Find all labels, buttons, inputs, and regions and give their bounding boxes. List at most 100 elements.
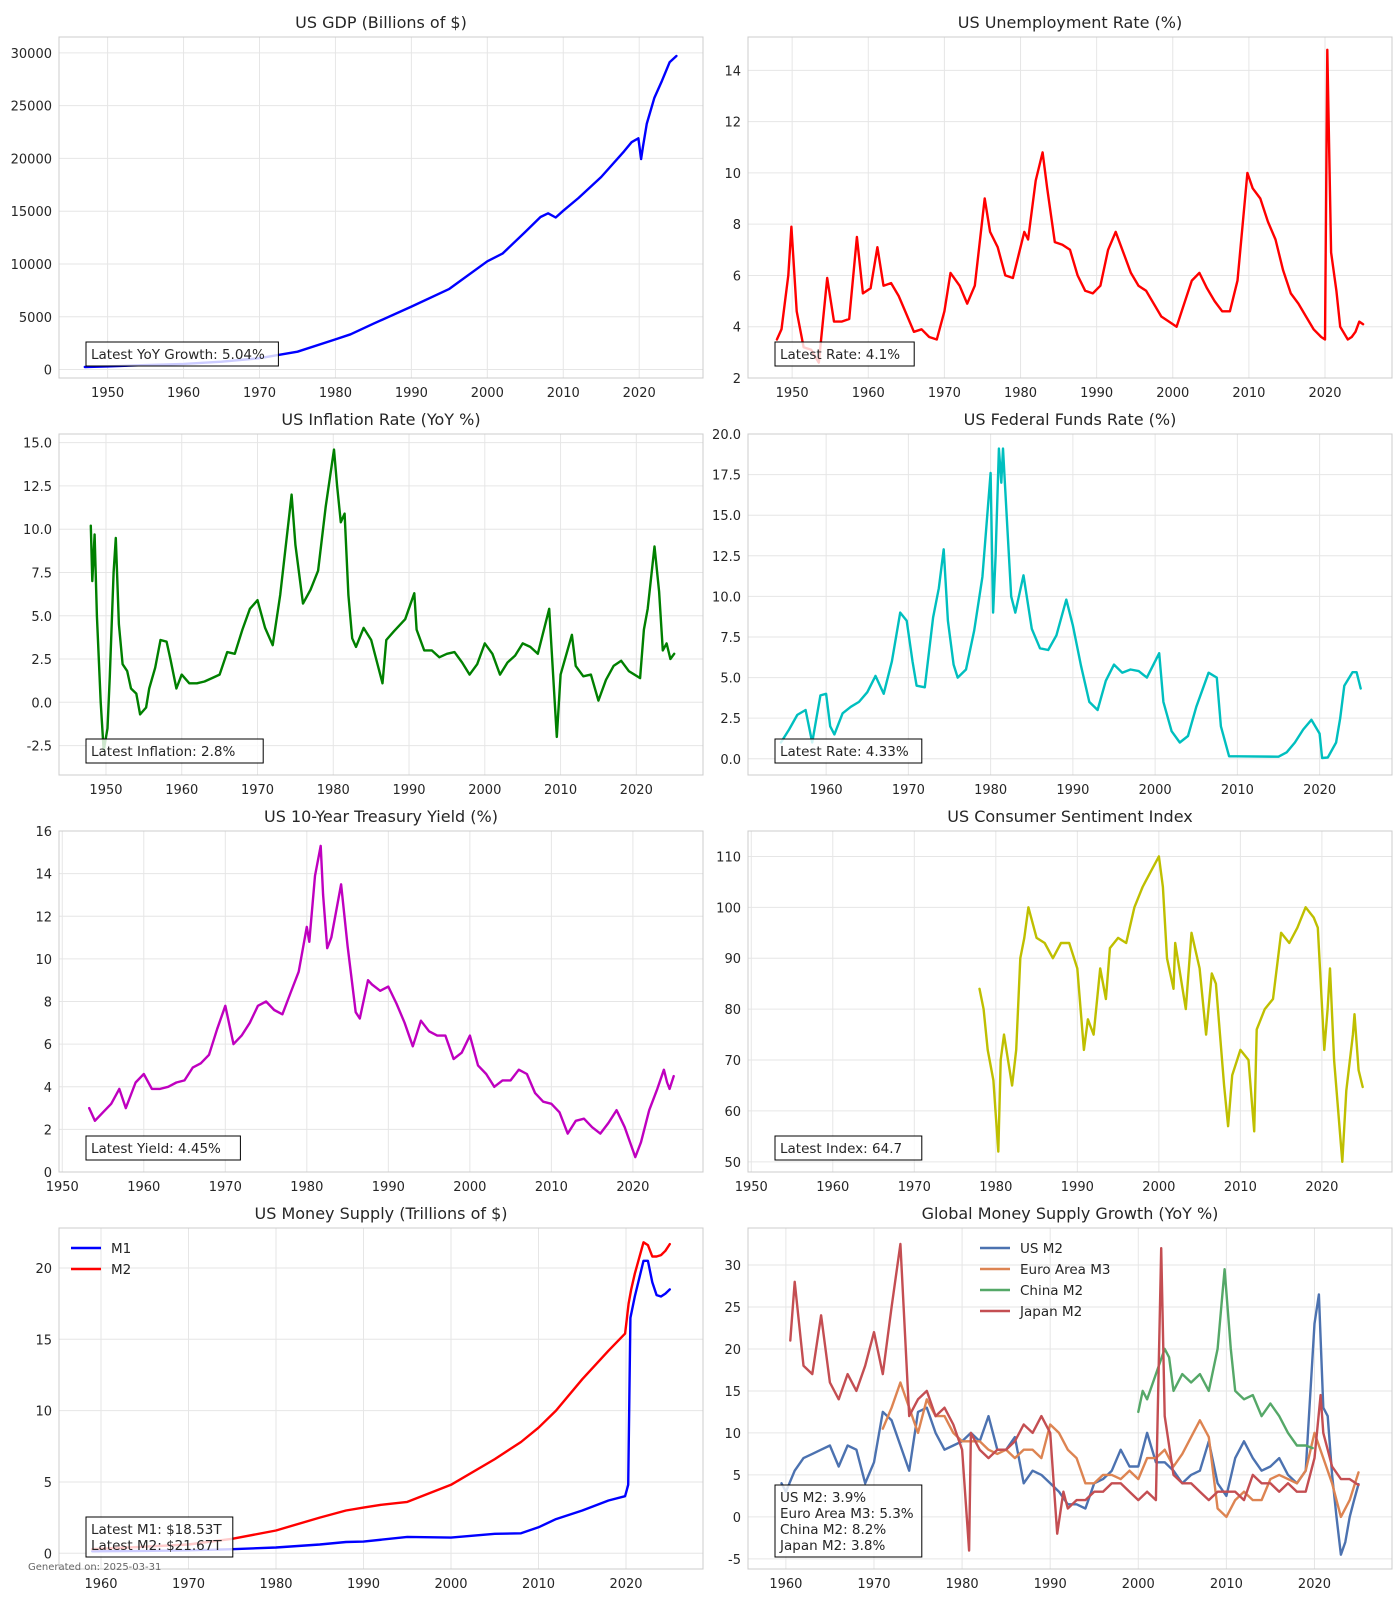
y-tick-label: 20000 <box>11 152 52 167</box>
chart-title: US GDP (Billions of $) <box>295 13 467 32</box>
legend-label: Euro Area M3 <box>1020 1262 1111 1278</box>
x-tick-label: 1990 <box>1034 1577 1067 1592</box>
generated-footer: Generated on: 2025-03-31 <box>28 1562 162 1573</box>
series-line-1 <box>779 447 1362 760</box>
x-tick-label: 1980 <box>1004 386 1037 401</box>
x-tick-label: 2000 <box>1156 386 1189 401</box>
x-tick-label: 1980 <box>974 783 1007 798</box>
x-tick-label: 1970 <box>172 1577 205 1592</box>
x-tick-label: 1970 <box>892 783 925 798</box>
annotation-text: Latest M1: $18.53T <box>91 1522 222 1538</box>
y-tick-label: 15.0 <box>712 509 741 524</box>
x-tick-label: 1980 <box>319 386 352 401</box>
x-tick-label: 1990 <box>1056 783 1089 798</box>
x-tick-label: 1950 <box>735 1180 768 1195</box>
chart-title: US Unemployment Rate (%) <box>958 13 1182 32</box>
annotation-text: China M2: 8.2% <box>780 1522 886 1538</box>
x-tick-label: 1980 <box>979 1180 1012 1195</box>
chart-title: US Consumer Sentiment Index <box>947 807 1192 826</box>
y-tick-label: 10 <box>724 1427 741 1442</box>
plot-area <box>59 37 703 378</box>
plot-frame <box>747 433 1393 776</box>
annotation-text: US M2: 3.9% <box>780 1490 866 1506</box>
x-tick-label: 1960 <box>165 783 198 798</box>
y-tick-label: 5 <box>733 1469 741 1484</box>
x-tick-label: 1960 <box>769 1577 802 1592</box>
x-tick-label: 1960 <box>852 386 885 401</box>
y-tick-label: 4 <box>44 1081 52 1096</box>
y-tick-label: 12.5 <box>23 480 52 495</box>
annotation-box <box>774 738 923 764</box>
plot-frame <box>58 830 704 1173</box>
chart-title: US Inflation Rate (YoY %) <box>281 410 480 429</box>
x-tick-label: 2020 <box>1305 1180 1338 1195</box>
chart-panel-3: 1950 1960 1970 1980 1990 2000 2010 2020 -2.5 0.0 2… <box>23 410 704 798</box>
y-tick-label: 20 <box>724 1343 741 1358</box>
annotation-text: Latest Rate: 4.33% <box>780 744 909 760</box>
chart-panel-2: 1950 1960 1970 1980 1990 2000 2010 2020 2 4 6 8 10 12… <box>724 13 1393 401</box>
x-tick-label: 2000 <box>1139 783 1172 798</box>
plot-frame <box>747 1227 1393 1570</box>
x-tick-label: 1970 <box>857 1577 890 1592</box>
x-tick-label: 1960 <box>816 1180 849 1195</box>
y-tick-label: 20.0 <box>712 428 741 443</box>
y-tick-label: 0 <box>44 1547 52 1562</box>
y-tick-label: 5000 <box>19 311 52 326</box>
chart-panel-5: 1950 1960 1970 1980 1990 2000 2010 2020 0 2 4 6 8 10 1… <box>35 807 704 1195</box>
y-tick-label: 15000 <box>11 205 52 220</box>
plot-frame <box>58 1227 704 1570</box>
y-tick-label: 12.5 <box>712 550 741 565</box>
x-tick-label: 1980 <box>290 1180 323 1195</box>
annotation-box <box>85 1516 234 1558</box>
chart-panel-8: 1960 1970 1980 1990 2000 2010 2020 -5 0 5 10 15 20 25… <box>724 1204 1393 1592</box>
y-tick-label: 2 <box>733 372 741 387</box>
annotation-text: Latest M2: $21.67T <box>91 1538 222 1554</box>
annotation-box <box>85 738 264 764</box>
x-tick-label: 1980 <box>259 1577 292 1592</box>
chart-title: Global Money Supply Growth (YoY %) <box>922 1204 1219 1223</box>
y-tick-label: 10000 <box>11 258 52 273</box>
series-line-japan-m2 <box>789 1242 1360 1552</box>
legend-label: Japan M2 <box>1019 1304 1082 1320</box>
y-tick-label: 25000 <box>11 100 52 115</box>
x-tick-label: 2010 <box>522 1577 555 1592</box>
y-tick-label: 8 <box>44 996 52 1011</box>
annotation-box <box>774 1484 923 1558</box>
y-tick-label: 110 <box>716 850 741 865</box>
y-tick-label: 30 <box>724 1259 741 1274</box>
x-tick-label: 2000 <box>471 386 504 401</box>
y-tick-label: 25 <box>724 1301 741 1316</box>
chart-panel-4: 1960 1970 1980 1990 2000 2010 2020 0.0 2.5 5.0 7.5… <box>712 410 1393 798</box>
x-tick-label: 1990 <box>392 783 425 798</box>
x-tick-label: 1980 <box>946 1577 979 1592</box>
x-tick-label: 1970 <box>243 386 276 401</box>
x-tick-label: 1950 <box>89 783 122 798</box>
y-tick-label: 10.0 <box>23 523 52 538</box>
x-tick-label: 2020 <box>616 1180 649 1195</box>
chart-title: US 10-Year Treasury Yield (%) <box>264 807 498 826</box>
y-tick-label: 14 <box>724 64 741 79</box>
x-tick-label: 2020 <box>620 783 653 798</box>
plot-area <box>748 434 1392 775</box>
chart-title: US Money Supply (Trillions of $) <box>255 1204 508 1223</box>
y-tick-label: 15.0 <box>23 437 52 452</box>
legend-label: M2 <box>111 1262 131 1278</box>
plot-area <box>748 831 1392 1172</box>
plot-frame <box>747 36 1393 379</box>
x-tick-label: 1990 <box>372 1180 405 1195</box>
y-tick-label: 15 <box>35 1333 52 1348</box>
annotation-box <box>85 341 279 367</box>
plot-frame <box>747 830 1393 1173</box>
x-tick-label: 1960 <box>167 386 200 401</box>
x-tick-label: 2010 <box>535 1180 568 1195</box>
y-tick-label: 2 <box>44 1123 52 1138</box>
y-tick-label: 80 <box>724 1003 741 1018</box>
y-tick-label: 5.0 <box>720 672 741 687</box>
x-tick-label: 1950 <box>776 386 809 401</box>
y-tick-label: 0 <box>733 1511 741 1526</box>
series-line-m1 <box>90 1259 671 1553</box>
x-tick-label: 2010 <box>547 386 580 401</box>
x-tick-label: 2000 <box>434 1577 467 1592</box>
y-tick-label: 0.0 <box>720 753 741 768</box>
